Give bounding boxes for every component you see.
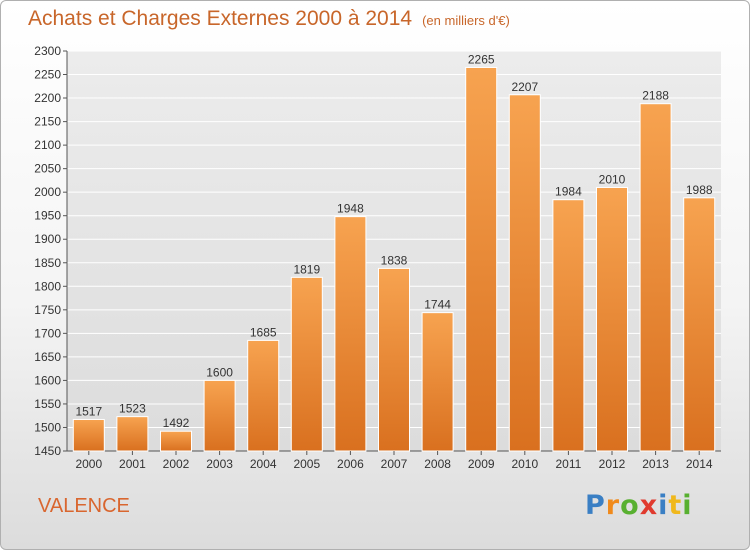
logo-letter: r <box>605 490 621 521</box>
data-label: 1744 <box>424 298 451 312</box>
data-label: 1685 <box>250 325 277 339</box>
bar <box>334 216 367 452</box>
y-tick-label: 1950 <box>34 209 61 223</box>
logo-letter: o <box>620 490 640 521</box>
y-tick-label: 1800 <box>34 279 61 293</box>
data-label: 2188 <box>642 89 669 103</box>
data-label: 1838 <box>381 253 408 267</box>
x-tick-label: 2008 <box>424 457 451 471</box>
y-tick-label: 1650 <box>34 350 61 364</box>
y-tick-label: 2000 <box>34 185 61 199</box>
x-tick-label: 2002 <box>163 457 190 471</box>
x-tick-label: 2010 <box>511 457 538 471</box>
x-tick-label: 2013 <box>642 457 669 471</box>
y-tick-label: 2250 <box>34 68 61 82</box>
data-label: 1948 <box>337 202 364 216</box>
bar <box>552 199 585 452</box>
title-unit: (en milliers d'€) <box>422 13 510 28</box>
x-tick-label: 2004 <box>250 457 277 471</box>
chart-title: Achats et Charges Externes 2000 à 2014 (e… <box>28 7 510 31</box>
bar <box>203 379 236 452</box>
y-tick-label: 1750 <box>34 303 61 317</box>
x-tick-label: 2007 <box>381 457 408 471</box>
bar <box>378 267 410 452</box>
y-tick-label: 2200 <box>34 91 61 105</box>
x-tick-label: 2001 <box>119 457 146 471</box>
bar-chart: 1450 1500 1550 1600 1650 1700 1750 1800 1850 1900… <box>34 44 721 471</box>
bar <box>508 94 541 452</box>
y-tick-label: 2100 <box>34 138 61 152</box>
logo-letter: t <box>668 490 683 521</box>
y-tick-label: 1450 <box>34 444 61 458</box>
data-label: 2265 <box>468 52 495 66</box>
data-label: 1517 <box>75 404 102 418</box>
data-label: 2010 <box>599 172 626 186</box>
logo-letter: i <box>658 490 669 521</box>
title-text: Achats et Charges Externes 2000 à 2014 <box>28 7 413 30</box>
x-tick-label: 2012 <box>599 457 626 471</box>
data-label: 1600 <box>206 365 233 379</box>
y-tick-label: 1600 <box>34 373 61 387</box>
logo-letter: x <box>639 490 659 521</box>
data-label: 1819 <box>293 262 320 276</box>
x-tick-label: 2014 <box>686 457 713 471</box>
y-tick-label: 1550 <box>34 397 61 411</box>
bar <box>72 418 105 452</box>
y-tick-label: 1500 <box>34 420 61 434</box>
data-label: 1988 <box>686 183 713 197</box>
bar <box>465 66 498 452</box>
y-tick-label: 1900 <box>34 232 61 246</box>
bar <box>247 339 280 452</box>
x-tick-label: 2003 <box>206 457 233 471</box>
x-tick-label: 2000 <box>75 457 102 471</box>
logo-letter: P <box>585 490 606 521</box>
y-tick-label: 2300 <box>34 44 61 58</box>
x-tick-label: 2011 <box>555 457 581 471</box>
proxiti-logo: Proxiti <box>585 490 693 521</box>
x-tick-label: 2006 <box>337 457 364 471</box>
data-label: 1984 <box>555 185 582 199</box>
y-tick-label: 2050 <box>34 162 61 176</box>
place-name: VALENCE <box>38 495 130 517</box>
bar <box>596 186 628 452</box>
y-tick-label: 2150 <box>34 115 61 129</box>
data-label: 2207 <box>511 80 538 94</box>
bar <box>683 197 716 452</box>
data-label: 1523 <box>119 402 146 416</box>
x-tick-label: 2005 <box>293 457 320 471</box>
bar <box>421 312 454 452</box>
logo-letter: i <box>682 490 693 521</box>
bar <box>290 276 323 452</box>
x-tick-label: 2009 <box>468 457 495 471</box>
bar <box>116 416 149 452</box>
y-tick-label: 1850 <box>34 256 61 270</box>
bar <box>160 430 192 452</box>
bar <box>639 103 672 452</box>
y-tick-label: 1700 <box>34 326 61 340</box>
data-label: 1492 <box>163 416 190 430</box>
